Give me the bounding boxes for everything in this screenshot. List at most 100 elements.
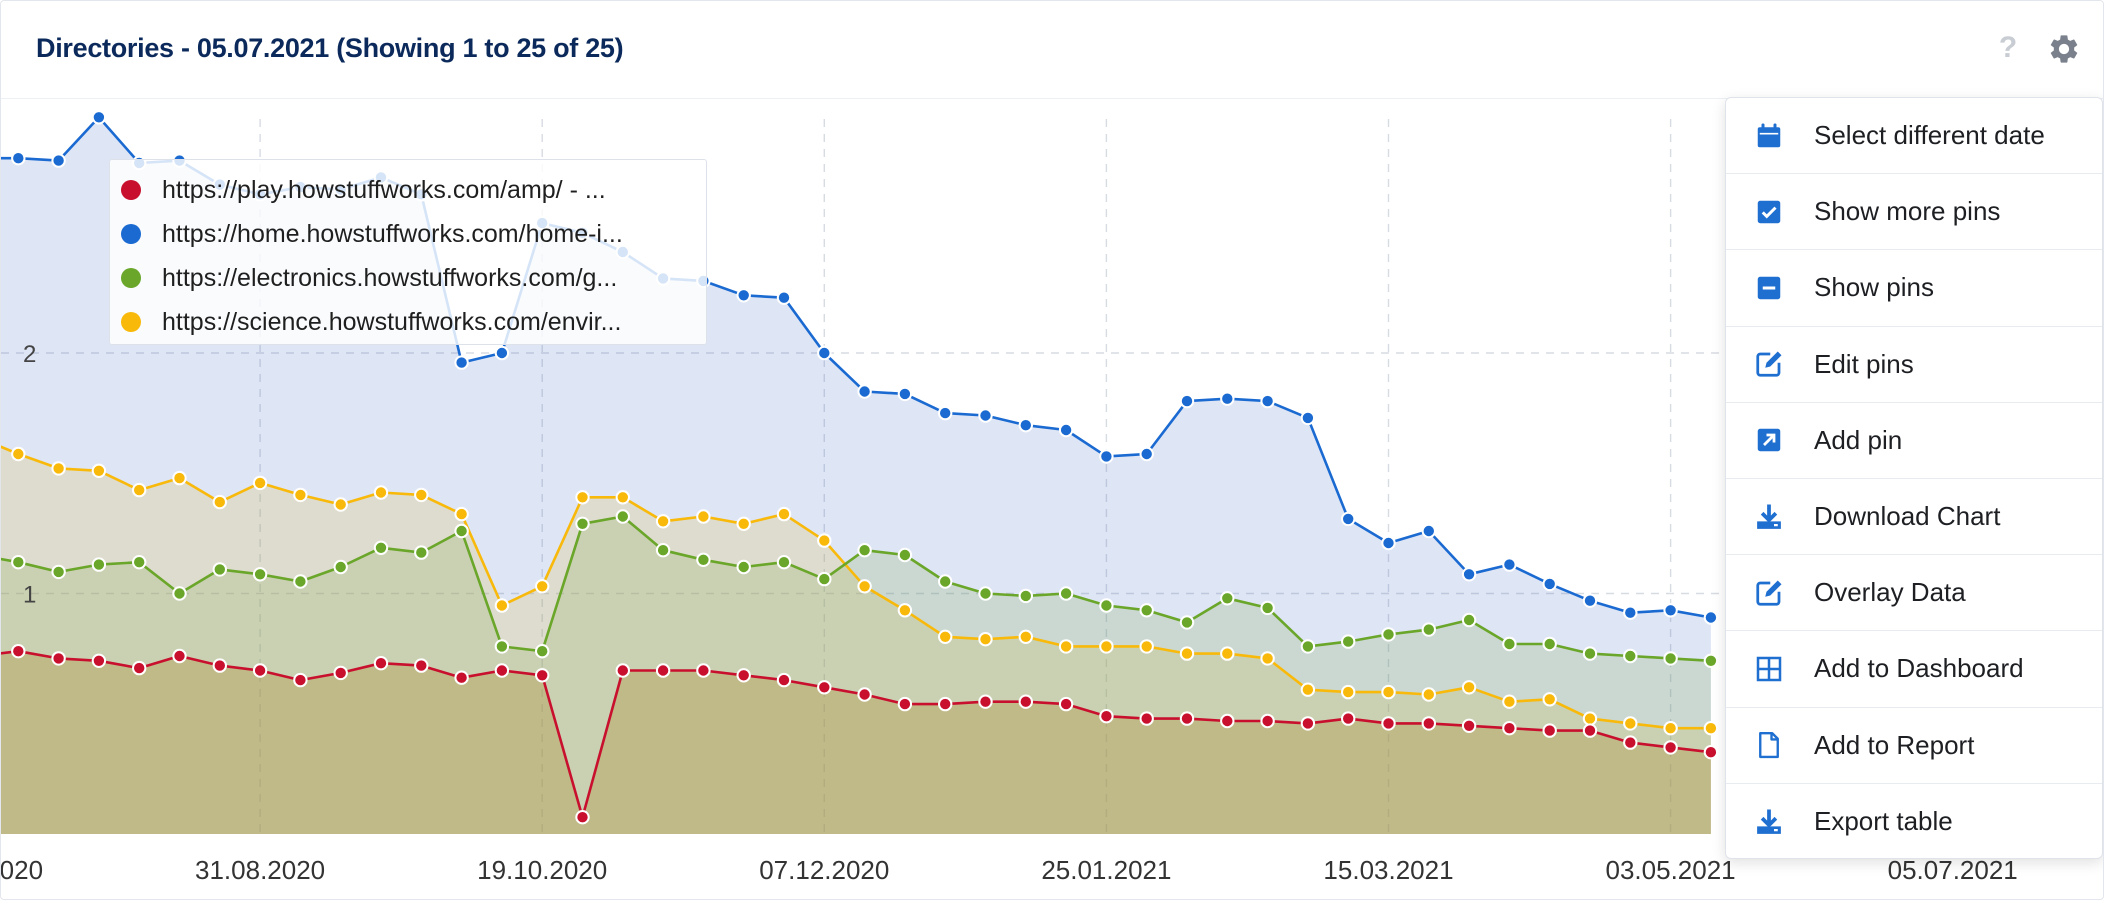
data-point (1220, 646, 1235, 661)
y-tick-label: 2 (23, 341, 36, 368)
data-point (1461, 718, 1477, 733)
legend-item-electronics[interactable]: https://electronics.howstuffworks.com/g.… (110, 256, 706, 300)
data-point (1300, 410, 1316, 426)
data-point (414, 658, 429, 673)
menu-item-add-to-report[interactable]: Add to Report (1726, 708, 2102, 784)
x-tick-label: 03.05.2021 (1606, 855, 1736, 885)
legend-item-science[interactable]: https://science.howstuffworks.com/envir.… (110, 300, 706, 344)
data-point (696, 509, 711, 524)
data-point (938, 696, 953, 712)
menu-item-edit-pins[interactable]: Edit pins (1726, 327, 2102, 403)
download-icon (1757, 809, 1781, 834)
data-point (494, 345, 510, 361)
data-point (1582, 593, 1598, 608)
x-tick-label: 31.08.2020 (195, 855, 325, 885)
data-point (1099, 449, 1114, 464)
data-point (1542, 692, 1557, 707)
data-point (736, 288, 751, 303)
data-point (857, 687, 872, 702)
data-point (817, 345, 832, 361)
data-point (535, 644, 550, 659)
data-point (1058, 696, 1074, 712)
data-point (1582, 723, 1598, 738)
dashboard-grid-icon (1756, 656, 1782, 682)
data-point (655, 514, 671, 529)
data-point (1421, 716, 1437, 731)
data-point (736, 559, 751, 575)
data-point (51, 564, 66, 580)
data-point (91, 463, 107, 478)
data-point (1139, 446, 1154, 462)
data-point (1502, 557, 1517, 572)
menu-item-label: Overlay Data (1814, 577, 1966, 608)
data-point (1099, 639, 1114, 654)
data-point (776, 555, 792, 570)
menu-item-add-pin[interactable]: Add pin (1726, 403, 2102, 479)
data-point (897, 386, 913, 402)
data-point (51, 651, 66, 666)
data-point (1260, 651, 1275, 666)
x-tick-label: 15.03.2021 (1323, 855, 1453, 885)
data-point (1381, 535, 1396, 551)
data-point (736, 668, 751, 683)
menu-item-show-more-pins[interactable]: Show more pins (1726, 174, 2102, 251)
data-point (1179, 615, 1195, 630)
menu-item-label: Show pins (1814, 272, 1934, 303)
data-point (454, 670, 469, 685)
series-area (1, 651, 1711, 834)
data-point (575, 490, 590, 505)
legend-item-home[interactable]: https://home.howstuffworks.com/home-i... (110, 212, 706, 256)
data-point (1300, 639, 1316, 654)
arrow-box-icon (1757, 429, 1781, 452)
data-point (1703, 653, 1719, 668)
data-point (776, 290, 792, 305)
data-point (1381, 684, 1396, 700)
data-point (293, 487, 308, 503)
data-point (11, 446, 26, 462)
download-icon (1757, 504, 1781, 529)
data-point (373, 656, 389, 671)
data-point (454, 506, 469, 522)
x-tick-label: 19.10.2020 (477, 855, 607, 885)
data-point (1341, 711, 1356, 726)
data-point (333, 497, 348, 512)
data-point (857, 384, 872, 399)
data-point (1220, 591, 1235, 606)
menu-item-add-to-dashboard[interactable]: Add to Dashboard (1726, 631, 2102, 708)
menu-item-show-pins[interactable]: Show pins (1726, 250, 2102, 327)
data-point (1623, 648, 1638, 664)
data-point (494, 663, 510, 678)
gear-icon[interactable] (2047, 32, 2081, 66)
edit-icon (1756, 351, 1782, 377)
data-point (1663, 740, 1678, 755)
legend-label: https://play.howstuffworks.com/amp/ - ..… (162, 175, 606, 204)
legend-item-play[interactable]: https://play.howstuffworks.com/amp/ - ..… (110, 168, 706, 212)
series-area (1, 446, 1711, 834)
data-point (1421, 622, 1437, 637)
series-area (1, 516, 1711, 834)
help-icon[interactable]: ? (1998, 31, 2018, 64)
menu-item-label: Add to Dashboard (1814, 653, 2024, 684)
data-point (1018, 629, 1034, 644)
menu-item-export-table[interactable]: Export table (1726, 784, 2102, 860)
data-point (1058, 586, 1074, 601)
data-point (1260, 713, 1275, 729)
data-point (51, 461, 66, 476)
menu-item-label: Show more pins (1814, 196, 2001, 227)
data-point (1663, 651, 1678, 666)
data-point (1058, 422, 1074, 438)
menu-item-label: Download Chart (1814, 501, 2001, 532)
data-point (1703, 745, 1719, 760)
menu-item-download-chart[interactable]: Download Chart (1726, 479, 2102, 556)
legend-dot-blue (121, 224, 141, 244)
x-tick-label: 25.01.2021 (1041, 855, 1171, 885)
data-point (172, 586, 187, 601)
menu-item-overlay-data[interactable]: Overlay Data (1726, 555, 2102, 632)
data-point (938, 405, 953, 421)
data-point (736, 516, 751, 531)
data-point (1139, 711, 1154, 726)
data-point (252, 475, 268, 491)
data-point (1623, 735, 1638, 750)
menu-item-select-date[interactable]: Select different date (1726, 98, 2102, 175)
data-point (696, 663, 711, 678)
